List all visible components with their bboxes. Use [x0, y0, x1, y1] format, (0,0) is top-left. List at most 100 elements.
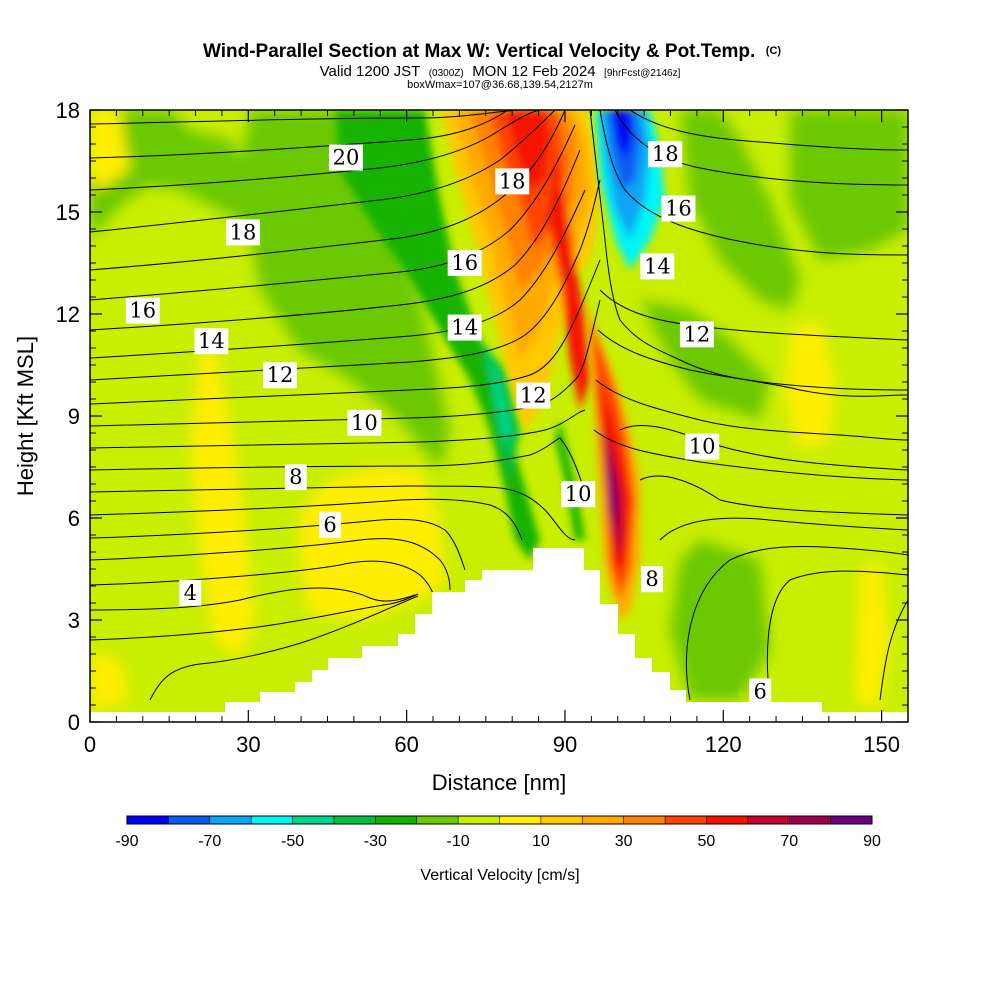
contour-line: [599, 110, 908, 256]
contour-label-text: 18: [230, 220, 257, 244]
chart-title-text: Wind-Parallel Section at Max W: Vertical…: [203, 41, 755, 62]
colorbar-segment: [582, 816, 625, 824]
y-tick-label: 6: [68, 506, 80, 531]
contour-line: [639, 475, 908, 516]
contour-label-text: 16: [665, 197, 692, 221]
field-yellow-right-low: [855, 560, 890, 710]
x-tick-label: 0: [84, 732, 96, 757]
colorbar-segment: [706, 816, 749, 824]
x-axis: 0 30 60 90 120 150: [84, 110, 900, 757]
contour-label: 16: [661, 195, 696, 222]
colorbar-segment: [168, 816, 211, 824]
colorbar-segment: [209, 816, 252, 824]
theta-contours: [90, 110, 908, 701]
contour-label-bg: [640, 253, 675, 280]
contour-line: [90, 110, 566, 271]
contour-label-text: 12: [267, 363, 294, 387]
colorbar-tick-label: -70: [198, 833, 221, 850]
contour-label: 12: [679, 321, 714, 348]
colorbar-tick-label: -10: [447, 833, 470, 850]
contour-label: 10: [561, 481, 596, 508]
field-green-right-2: [640, 300, 770, 420]
contour-label: 14: [194, 328, 229, 355]
field-green-upper-right: [790, 110, 908, 260]
contour-label-bg: [661, 195, 696, 222]
field-yellow-corner: [90, 110, 130, 190]
x-tick-label: 30: [236, 732, 260, 757]
colorbar-segment: [458, 816, 500, 824]
y-tick-label: 9: [68, 404, 80, 429]
contour-line: [629, 110, 908, 151]
contour-line: [614, 110, 908, 186]
colorbar-segment: [540, 816, 583, 824]
contour-label-text: 8: [645, 567, 658, 591]
contour-label-text: 12: [520, 384, 547, 408]
x-tick-label: 60: [394, 732, 418, 757]
contour-label-bg: [648, 141, 683, 168]
contour-label: 18: [648, 141, 683, 168]
velocity-updraft-strong: [585, 300, 640, 620]
contour-label-bg: [641, 566, 664, 593]
colorbar-tick-label: 50: [698, 833, 716, 850]
velocity-blue-band: [555, 110, 665, 540]
contour-label-bg: [561, 481, 596, 508]
contour-label: 8: [641, 566, 664, 593]
contour-label-text: 10: [565, 482, 592, 506]
contour-label-text: 10: [689, 435, 716, 459]
contour-label-text: 14: [451, 316, 478, 340]
subtitle-date: MON 12 Feb 2024: [472, 63, 595, 80]
contour-line: [90, 110, 521, 125]
contour-label: 12: [516, 382, 551, 409]
contour-line: [90, 259, 601, 405]
contour-label-bg: [447, 250, 482, 276]
velocity-field-soft: [90, 110, 908, 712]
contour-label: 14: [640, 253, 675, 280]
contour-label-bg: [516, 382, 551, 409]
contour-label: 12: [262, 362, 297, 389]
y-tick-label: 12: [56, 302, 80, 327]
contour-label-text: 16: [451, 251, 478, 275]
contour-label: 10: [347, 409, 382, 436]
contour-label: 10: [685, 433, 720, 460]
contour-line: [90, 110, 541, 191]
colorbar-segment: [665, 816, 707, 824]
field-yellow-lower-left: [90, 650, 130, 712]
field-green-mid: [240, 110, 450, 470]
contour-label: 6: [749, 678, 772, 705]
chart-title: Wind-Parallel Section at Max W: Vertical…: [203, 41, 781, 62]
contour-label-bg: [685, 433, 720, 460]
colorbar-segment: [292, 816, 335, 824]
contour-line: [90, 538, 451, 591]
contour-line: [766, 570, 908, 701]
contour-label: 14: [447, 314, 482, 341]
contour-label-bg: [749, 678, 772, 705]
chart-subtitle-box: boxWmax=107@36.68,139.54,2127m: [407, 79, 593, 91]
contour-label-bg: [495, 168, 530, 195]
colorbar-tick-label: 10: [532, 833, 550, 850]
contour-label-bg: [226, 219, 261, 246]
contour-line: [90, 149, 581, 331]
chart-subtitle: Valid 1200 JST (0300Z) MON 12 Feb 2024 […: [320, 63, 681, 80]
colorbar: -90 -70 -50 -30 -10 10 30 50 70 90: [115, 815, 881, 850]
colorbar-tick-label: 70: [780, 833, 798, 850]
colorbar-segment: [416, 816, 459, 824]
contour-line: [90, 299, 601, 427]
chart-title-suffix: (C): [766, 45, 782, 57]
contour-label-text: 4: [184, 581, 197, 605]
contour-label: 20: [328, 144, 363, 171]
colorbar-tick-label: -90: [115, 833, 138, 850]
y-tick-label: 15: [56, 200, 80, 225]
colorbar-tick-label: -50: [281, 833, 304, 850]
x-axis-label: Distance [nm]: [432, 770, 567, 795]
contour-label: 6: [319, 511, 342, 538]
contour-label-bg: [347, 409, 382, 436]
contour-label-bg: [284, 464, 307, 491]
contour-label-text: 12: [684, 322, 711, 346]
plot-area: [90, 110, 908, 722]
contour-label-bg: [194, 328, 229, 355]
contour-label-text: 16: [129, 299, 156, 323]
y-tick-label: 3: [68, 608, 80, 633]
contour-line: [90, 124, 576, 301]
colorbar-segment: [333, 816, 376, 824]
